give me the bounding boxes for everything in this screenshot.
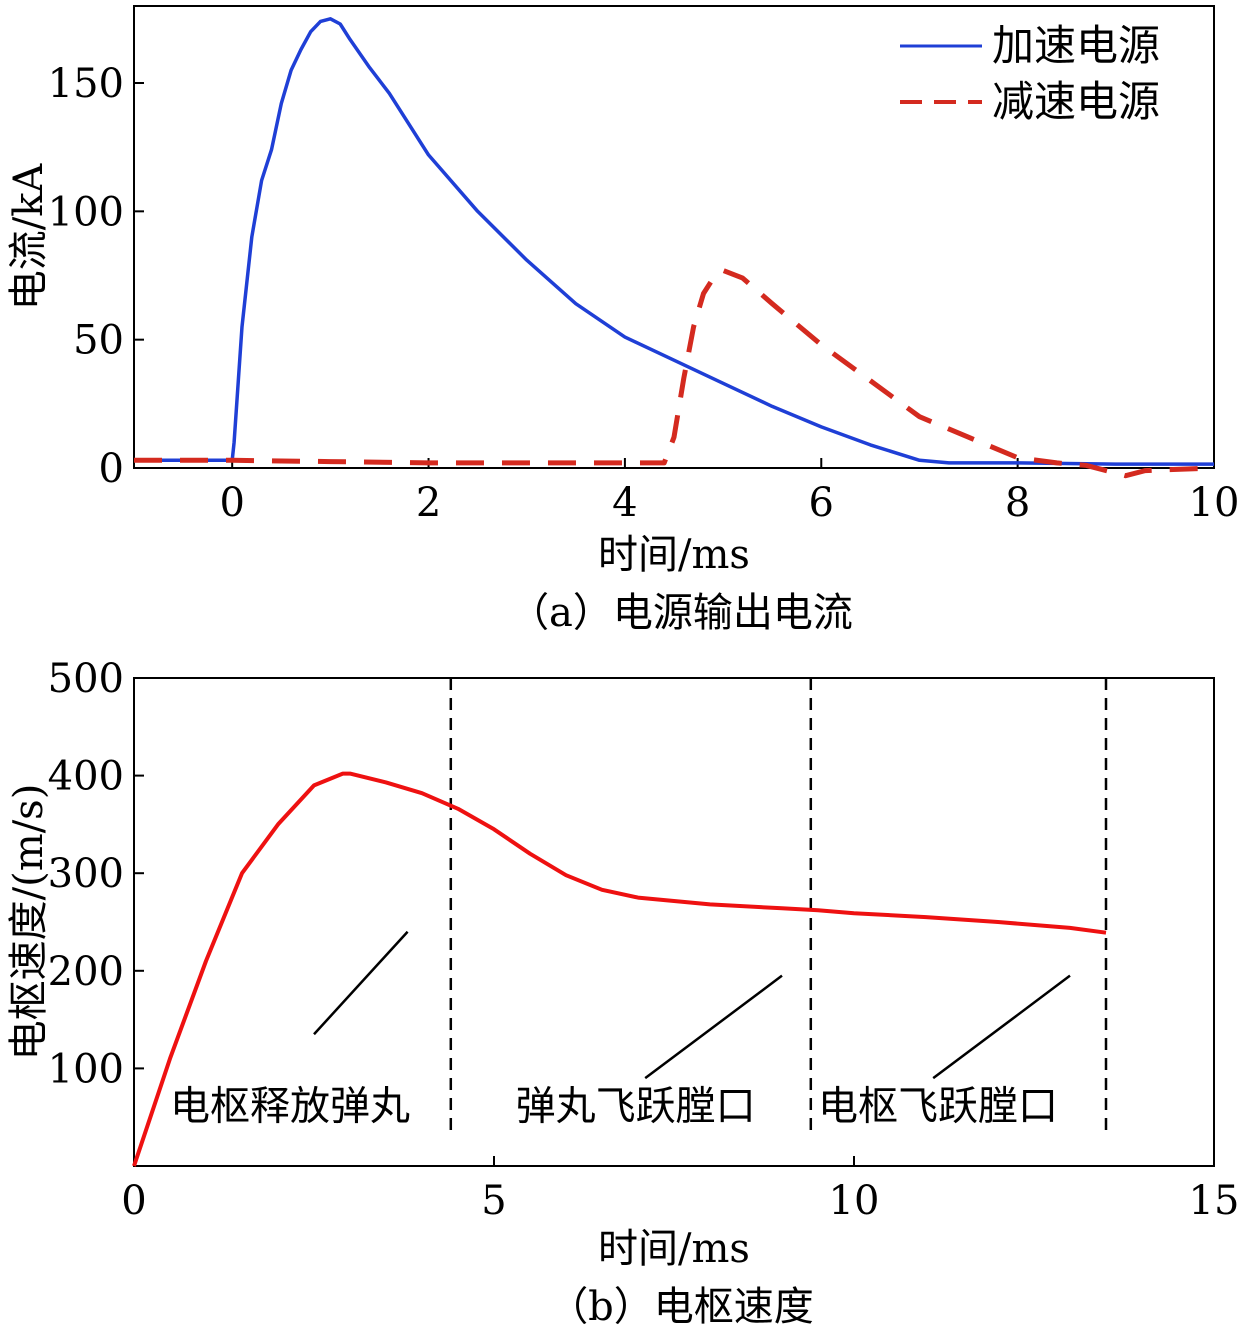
panel-b-x-tick-label: 15 [1189,1178,1240,1224]
panel-a-x-tick-label: 0 [219,480,244,526]
region-pointer-1 [644,974,783,1080]
panel-b-velocity-chart: 0 5 10 15 100 200 300 400 500 电枢释放弹丸 弹丸飞跃膛口 电枢飞跃膛口… [6,656,1239,1330]
region-pointer-0 [313,930,409,1036]
panel-b-x-tick-label: 5 [481,1178,506,1224]
region-label-0: 电枢释放弹丸 [170,1083,410,1129]
panel-b-y-axis-label: 电枢速度/(m/s) [6,784,52,1061]
panel-a-series [134,17,1215,479]
panel-a-caption: （a）电源输出电流 [509,590,853,636]
panel-b-y-tick-label: 200 [48,949,124,995]
legend-label-0: 加速电源 [992,21,1160,70]
panel-b-x-tick-label: 10 [829,1178,880,1224]
region-label-2: 电枢飞跃膛口 [818,1083,1058,1129]
panel-a-y-tick-label: 0 [99,446,124,492]
panel-b-y-tick-label: 100 [48,1046,124,1092]
region-pointer-2 [932,974,1071,1080]
panel-a-series-line-1 [134,267,1215,479]
panel-b-series-line-0 [132,771,1107,1167]
panel-a-y-tick-label: 50 [73,318,124,364]
panel-b-ticks: 0 5 10 15 100 200 300 400 500 [48,656,1240,1224]
panel-a-x-tick-label: 4 [612,480,637,526]
panel-b-y-tick-label: 300 [48,851,124,897]
panel-a-x-tick-label: 2 [416,480,441,526]
panel-b-x-axis-label: 时间/ms [598,1226,750,1272]
panel-a-plot-frame [133,5,1215,469]
panel-a-series-line-0 [134,17,1214,466]
panel-b-region-labels: 电枢释放弹丸 弹丸飞跃膛口 电枢飞跃膛口 [170,930,1071,1129]
legend-label-1: 减速电源 [992,77,1160,126]
panel-a-y-tick-label: 150 [48,61,124,107]
panel-b-plot-frame [133,677,1215,1167]
panel-b-y-tick-label: 500 [48,656,124,702]
panel-a-x-tick-label: 6 [809,480,834,526]
panel-b-y-tick-label: 400 [48,754,124,800]
panel-b-x-tick-label: 0 [121,1178,146,1224]
panel-a-x-tick-label: 8 [1005,480,1030,526]
panel-a-y-axis-label: 电流/kA [6,163,52,311]
region-label-1: 弹丸飞跃膛口 [516,1083,756,1129]
panel-b-series [132,771,1107,1167]
panel-a-x-axis-label: 时间/ms [598,532,750,578]
panel-b-caption: （b）电枢速度 [548,1284,814,1330]
panel-a-x-tick-label: 10 [1189,480,1240,526]
panel-a-y-tick-label: 100 [48,189,124,235]
